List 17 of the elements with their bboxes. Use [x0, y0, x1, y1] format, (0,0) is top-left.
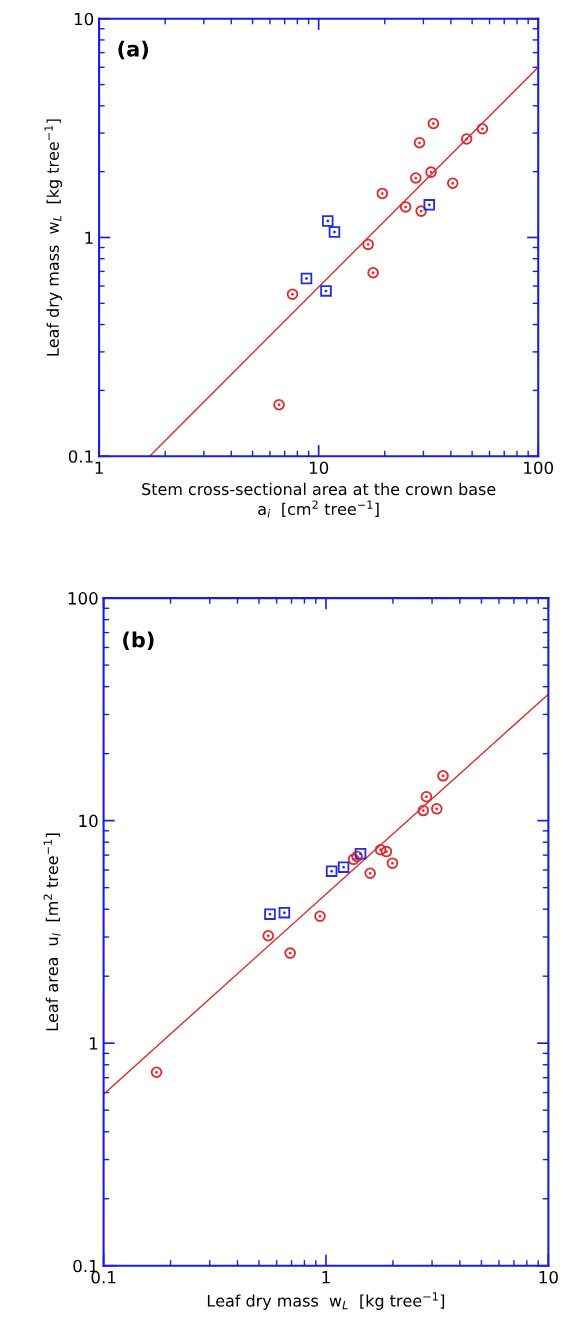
x-tick-label: 100 — [524, 461, 554, 475]
y-tick-label: 1 — [89, 1037, 98, 1050]
y-axis-title: Leaf area u$_{l}$ [m$^{2}$ tree$^{−1}$] — [43, 833, 61, 1031]
y-tick-label: 10 — [79, 814, 98, 828]
x-tick-label: 1 — [322, 1271, 330, 1284]
y-tick-label: 0.1 — [73, 1259, 98, 1273]
y-axis-title: Leaf dry mass w$_{L}$ [kg tree$^{−1}$] — [44, 119, 63, 356]
x-tick-label: 10 — [539, 1270, 558, 1284]
x-axis-title: Stem cross-sectional area at the crown base a$_{i}$ [cm$^{2}$ tree$^{−1}$] — [142, 482, 496, 518]
y-tick-label: 100 — [68, 592, 98, 605]
y-tick-label: 10 — [74, 12, 94, 26]
annotation: (b) — [123, 631, 154, 651]
annotation: (a) — [118, 40, 148, 60]
x-tick-label: 10 — [309, 461, 329, 475]
x-axis-title: Leaf dry mass w$_{L}$ [kg tree$^{−1}$] — [207, 1292, 445, 1310]
y-tick-label: 1 — [85, 231, 93, 244]
y-tick-label: 0.1 — [68, 450, 93, 463]
